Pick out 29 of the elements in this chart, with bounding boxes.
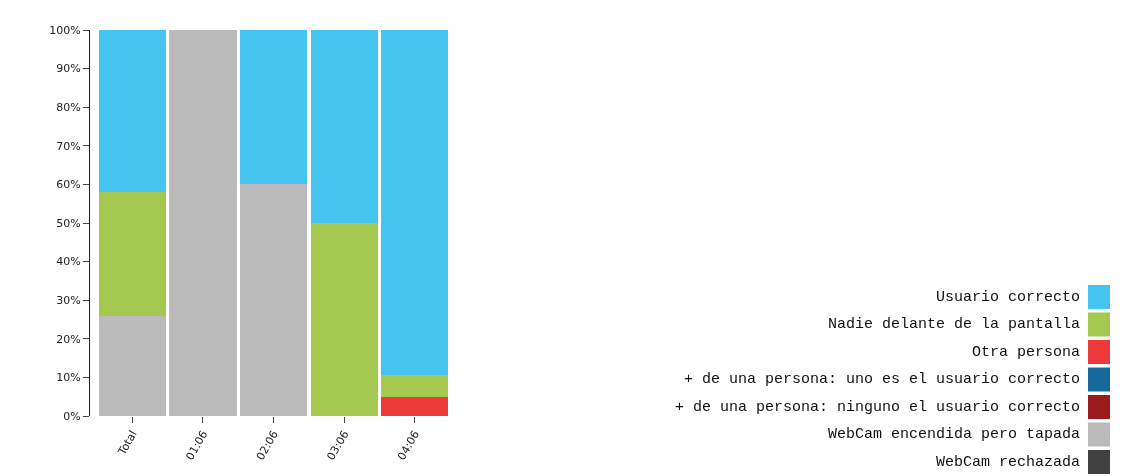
y-tick-label: 80%: [56, 101, 81, 115]
legend-label: Nadie delante de la pantalla: [828, 316, 1081, 333]
y-tick-label: 100%: [49, 23, 81, 37]
y-tick-label: 90%: [56, 62, 81, 76]
bar: [98, 192, 166, 316]
y-tick-label: 0%: [63, 409, 81, 423]
y-tick-label: 40%: [56, 255, 81, 269]
bar: [98, 315, 166, 416]
bar: [310, 30, 378, 223]
y-tick-label: 10%: [56, 371, 81, 385]
bar: [310, 223, 378, 416]
y-tick-label: 70%: [56, 139, 81, 153]
y-tick-label: 20%: [56, 332, 81, 346]
bar: [381, 30, 449, 376]
legend-label: WebCam rechazada: [936, 454, 1081, 471]
y-tick-label: 60%: [56, 178, 81, 192]
y-tick-label: 30%: [56, 294, 81, 308]
legend-label: Otra persona: [972, 344, 1081, 361]
bar: [169, 30, 237, 416]
bar: [98, 30, 166, 193]
legend-label: Usuario correcto: [936, 289, 1081, 306]
bar: [381, 375, 449, 397]
y-tick-label: 50%: [56, 216, 81, 230]
bar: [240, 30, 308, 185]
legend-label: WebCam encendida pero tapada: [828, 426, 1081, 443]
bar: [381, 396, 449, 416]
legend-label: + de una persona: uno es el usuario correcto: [684, 371, 1081, 388]
bar: [240, 184, 308, 416]
legend-label: + de una persona: ninguno el usuario correcto: [675, 399, 1081, 416]
